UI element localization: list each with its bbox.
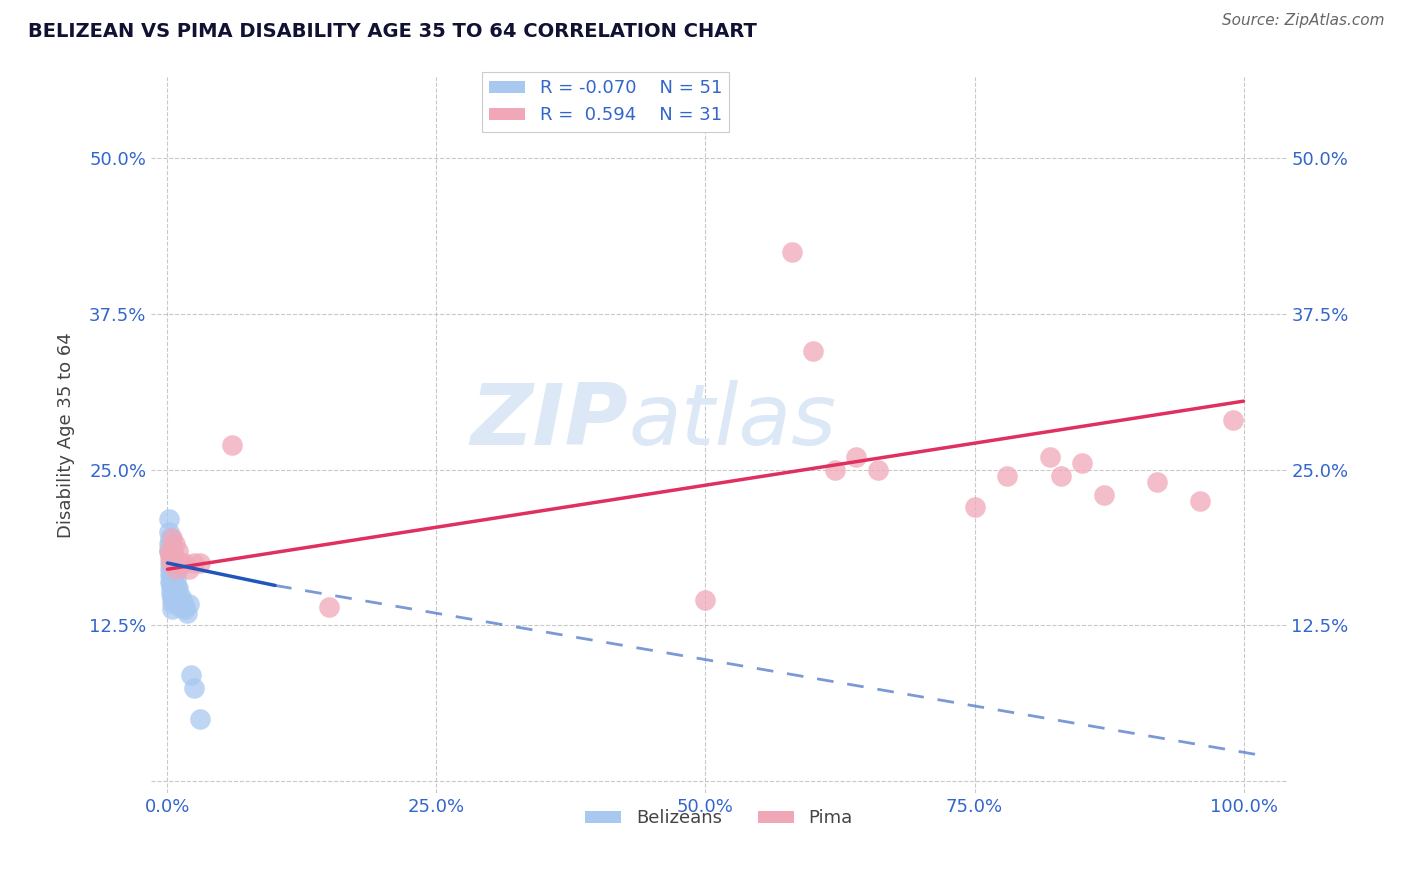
Point xyxy=(160,602,183,616)
Text: BELIZEAN VS PIMA DISABILITY AGE 35 TO 64 CORRELATION CHART: BELIZEAN VS PIMA DISABILITY AGE 35 TO 64… xyxy=(28,22,756,41)
Point xyxy=(157,524,180,539)
Point xyxy=(157,543,180,558)
Point xyxy=(159,587,181,601)
Point xyxy=(159,543,181,558)
Point xyxy=(159,562,181,576)
Point xyxy=(172,599,194,614)
Point xyxy=(1071,457,1094,471)
Point xyxy=(159,556,181,570)
Text: ZIP: ZIP xyxy=(471,380,628,463)
Point xyxy=(173,597,195,611)
Point xyxy=(162,543,184,558)
Point xyxy=(162,574,184,589)
Point xyxy=(163,581,186,595)
Point xyxy=(163,537,186,551)
Point xyxy=(318,599,340,614)
Point xyxy=(163,581,186,595)
Point xyxy=(157,543,180,558)
Point xyxy=(157,537,180,551)
Y-axis label: Disability Age 35 to 64: Disability Age 35 to 64 xyxy=(58,333,75,538)
Point xyxy=(159,556,181,570)
Point xyxy=(159,531,181,545)
Point xyxy=(163,552,186,566)
Point xyxy=(1092,487,1115,501)
Point xyxy=(188,712,211,726)
Point xyxy=(183,556,205,570)
Point xyxy=(845,450,868,465)
Point xyxy=(188,556,211,570)
Point xyxy=(177,562,200,576)
Point xyxy=(162,593,184,607)
Point xyxy=(1039,450,1062,465)
Point xyxy=(177,597,200,611)
Point xyxy=(160,596,183,610)
Point xyxy=(1189,493,1212,508)
Point xyxy=(163,565,186,579)
Point xyxy=(163,556,186,570)
Point xyxy=(183,681,205,695)
Point xyxy=(167,543,190,558)
Point xyxy=(963,500,986,514)
Text: Source: ZipAtlas.com: Source: ZipAtlas.com xyxy=(1222,13,1385,29)
Point xyxy=(169,556,191,570)
Point xyxy=(866,462,889,476)
Point xyxy=(165,587,187,601)
Legend: Belizeans, Pima: Belizeans, Pima xyxy=(578,802,860,834)
Point xyxy=(162,559,184,574)
Point xyxy=(165,572,187,586)
Point xyxy=(159,549,181,564)
Point xyxy=(167,562,190,576)
Point xyxy=(160,537,183,551)
Point xyxy=(159,556,181,570)
Point xyxy=(995,468,1018,483)
Point xyxy=(801,344,824,359)
Point xyxy=(167,581,190,595)
Point xyxy=(173,556,195,570)
Point xyxy=(159,531,181,545)
Point xyxy=(159,562,181,576)
Point xyxy=(824,462,846,476)
Point xyxy=(159,568,181,582)
Point xyxy=(159,537,181,551)
Point xyxy=(160,568,183,582)
Point xyxy=(160,581,183,595)
Point xyxy=(169,590,191,604)
Point xyxy=(162,584,184,599)
Point xyxy=(1049,468,1071,483)
Point xyxy=(160,531,183,545)
Point xyxy=(1146,475,1168,489)
Point xyxy=(170,590,193,604)
Point xyxy=(166,581,188,595)
Point xyxy=(165,562,187,576)
Point xyxy=(1222,413,1244,427)
Point xyxy=(221,438,243,452)
Point xyxy=(159,574,181,589)
Point xyxy=(163,568,186,582)
Point xyxy=(180,668,202,682)
Point xyxy=(176,606,198,620)
Point xyxy=(780,244,803,259)
Point xyxy=(173,602,195,616)
Point xyxy=(159,574,181,589)
Point xyxy=(159,581,181,595)
Point xyxy=(159,568,181,582)
Point xyxy=(160,590,183,604)
Text: atlas: atlas xyxy=(628,380,837,463)
Point xyxy=(169,599,191,614)
Point xyxy=(160,556,183,570)
Point xyxy=(695,593,717,607)
Point xyxy=(159,543,181,558)
Point xyxy=(157,512,180,526)
